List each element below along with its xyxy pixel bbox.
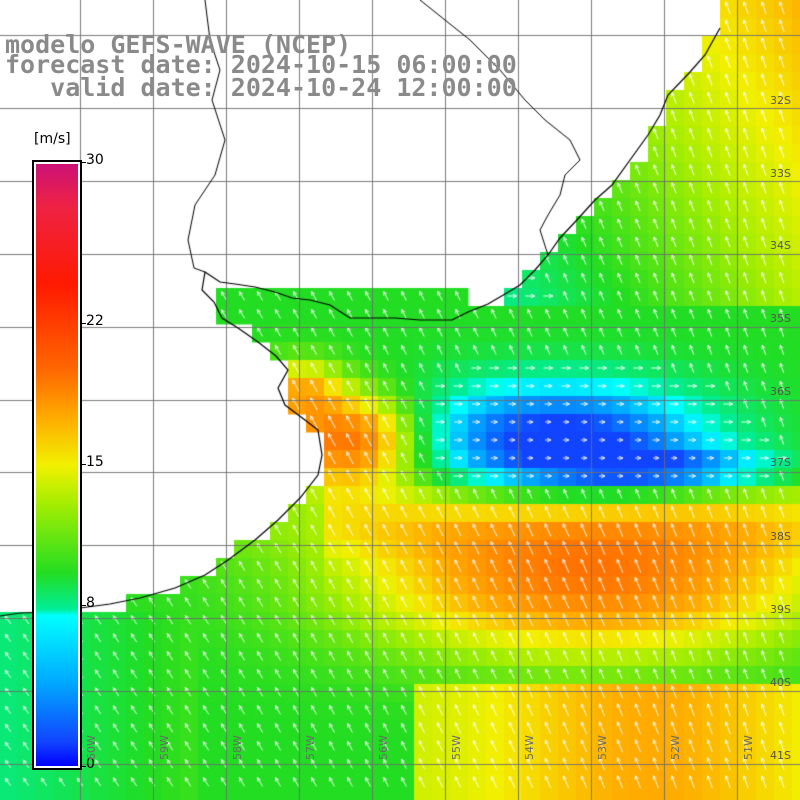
lon-label: 54W (523, 735, 536, 760)
lat-label: 40S (770, 676, 791, 689)
colorbar-tick-mark (80, 766, 86, 767)
lat-label: 33S (770, 167, 791, 180)
colorbar-tick-mark (80, 323, 86, 325)
lat-label: 34S (770, 239, 791, 252)
lat-label: 35S (770, 312, 791, 325)
colorbar-gradient (36, 164, 78, 766)
lon-label: 53W (596, 735, 609, 760)
lon-label: 59W (158, 735, 171, 760)
lat-label: 41S (770, 749, 791, 762)
forecast-date: forecast date: 2024-10-15 06:00:00 (5, 50, 517, 79)
lon-label: 58W (231, 735, 244, 760)
colorbar-tick-mark (80, 162, 86, 163)
lon-label: 55W (450, 735, 463, 760)
lat-label: 38S (770, 530, 791, 543)
lat-label: 37S (770, 456, 791, 469)
colorbar-tick-22: 22 (86, 313, 104, 330)
lon-label: 52W (669, 735, 682, 760)
valid-date: valid date: 2024-10-24 12:00:00 (5, 73, 517, 102)
colorbar-unit: [m/s] (34, 131, 71, 147)
colorbar (32, 160, 82, 770)
lat-label: 39S (770, 603, 791, 616)
lon-label: 56W (377, 735, 390, 760)
lon-label: 57W (304, 735, 317, 760)
colorbar-tick-8: 8 (86, 594, 95, 611)
colorbar-tick-0: 0 (86, 756, 95, 772)
colorbar-tick-mark (80, 464, 86, 465)
colorbar-tick-15: 15 (86, 454, 104, 470)
lat-label: 36S (770, 385, 791, 398)
model-title: modelo GEFS-WAVE (NCEP) (5, 30, 352, 59)
colorbar-tick-30: 30 (86, 152, 104, 168)
lon-label: 60W (85, 735, 98, 760)
lon-label: 51W (742, 735, 755, 760)
colorbar-tick-mark (80, 604, 86, 606)
lat-label: 32S (770, 94, 791, 107)
